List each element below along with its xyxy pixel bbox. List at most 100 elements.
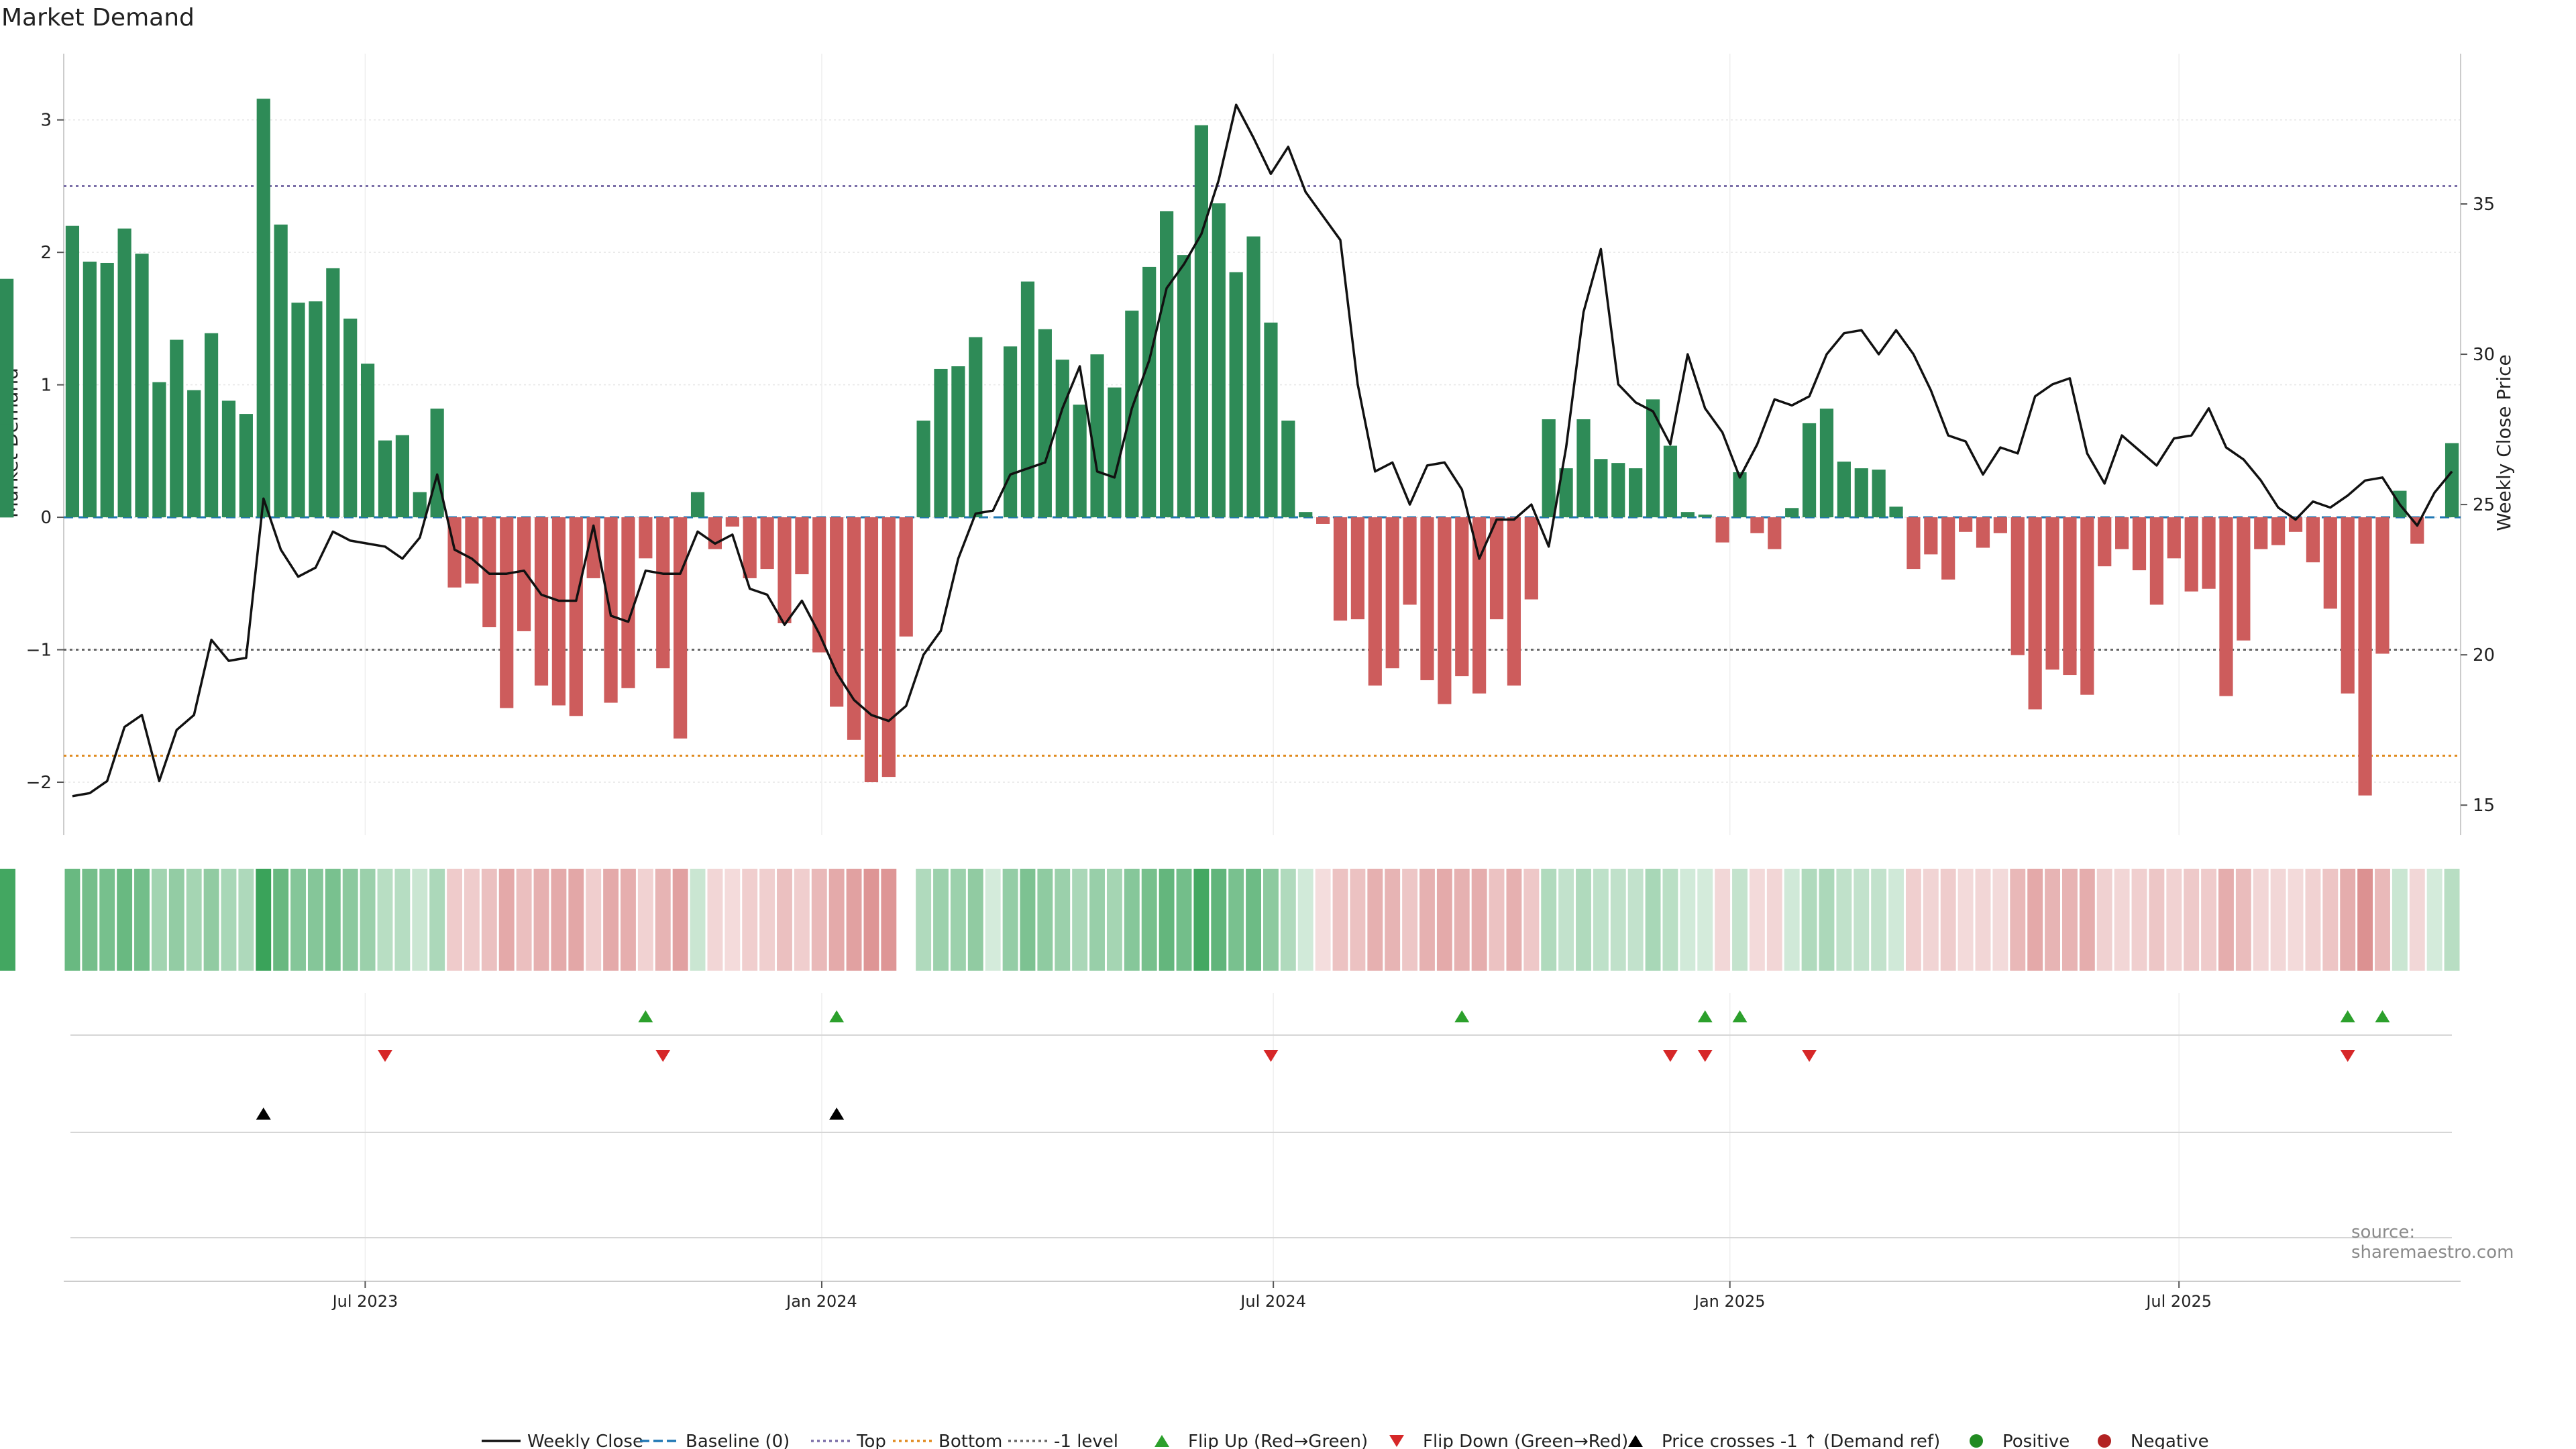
demand-bar	[2202, 517, 2216, 589]
heat-cell	[1975, 869, 1991, 971]
demand-bar	[1959, 517, 1973, 532]
heat-cell	[221, 869, 237, 971]
heat-cell	[1106, 869, 1122, 971]
demand-bar	[2184, 517, 2198, 592]
heat-cell	[1002, 869, 1018, 971]
demand-heat-strip	[0, 869, 2460, 971]
x-tick-label: Jul 2024	[1239, 1292, 1306, 1311]
demand-bar	[1385, 517, 1399, 669]
heat-cell	[742, 869, 758, 971]
demand-bar	[1611, 463, 1625, 518]
heat-cell	[1315, 869, 1331, 971]
heat-cell	[2392, 869, 2408, 971]
demand-bar	[2149, 517, 2163, 605]
x-axis-ticks: Jul 2023 Jan 2024 Jul 2024 Jan 2025 Jul 2025	[64, 1281, 2461, 1311]
heat-cell	[1992, 869, 2008, 971]
demand-bar	[1438, 517, 1452, 704]
heat-cell	[1732, 869, 1748, 971]
reference-lines	[64, 184, 2461, 757]
heat-cell	[985, 869, 1001, 971]
demand-bar	[1108, 387, 1122, 518]
heat-cell	[290, 869, 306, 971]
demand-bar	[1750, 517, 1764, 533]
heat-cell	[2096, 869, 2112, 971]
demand-bar	[343, 318, 358, 518]
heat-cell	[637, 869, 653, 971]
heat-cell	[516, 869, 532, 971]
heat-cell	[1159, 869, 1175, 971]
heat-cell	[1367, 869, 1383, 971]
demand-bar	[760, 517, 774, 570]
demand-bar	[2254, 517, 2268, 549]
heat-cell	[1124, 869, 1140, 971]
demand-bar	[830, 517, 844, 707]
demand-bar	[1350, 517, 1364, 620]
heat-cell	[2409, 869, 2425, 971]
heat-cell	[551, 869, 567, 971]
legend-swatch	[1628, 1435, 1643, 1447]
y-tick-label: 3	[40, 111, 52, 131]
heat-cell	[1332, 869, 1348, 971]
demand-bar	[1142, 266, 1157, 518]
heat-cell	[1193, 869, 1210, 971]
heat-cell	[360, 869, 376, 971]
demand-bar	[170, 339, 184, 518]
flip-up-marker	[2375, 1010, 2390, 1022]
heat-cell	[2131, 869, 2147, 971]
legend-label: Flip Down (Green→Red)	[1423, 1432, 1628, 1449]
demand-bar	[1542, 419, 1556, 518]
flip-down-marker	[2340, 1050, 2355, 1062]
demand-bar	[291, 303, 305, 518]
x-tick-label: Jan 2024	[785, 1292, 857, 1311]
demand-bar	[1403, 517, 1417, 605]
demand-bar	[1698, 515, 1712, 518]
heat-cell	[2218, 869, 2234, 971]
demand-bar	[2323, 517, 2337, 609]
heat-cell	[1228, 869, 1244, 971]
demand-bar	[812, 517, 826, 653]
flip-up-marker	[829, 1010, 845, 1022]
heat-cell	[1263, 869, 1279, 971]
heat-cell	[2166, 869, 2182, 971]
x-tick-label: Jan 2025	[1693, 1292, 1766, 1311]
demand-bar	[1507, 517, 1521, 686]
demand-bar	[1299, 512, 1313, 518]
demand-bar	[2271, 517, 2286, 545]
heat-cell	[2201, 869, 2217, 971]
demand-bar	[221, 400, 236, 518]
demand-bar	[2063, 517, 2077, 676]
heat-cell	[1680, 869, 1696, 971]
heat-cell	[2305, 869, 2321, 971]
heat-cell	[1072, 869, 1088, 971]
demand-bar	[2045, 517, 2059, 670]
heat-cell	[447, 869, 462, 971]
heat-cell	[1246, 869, 1261, 971]
flip-down-marker	[377, 1050, 392, 1062]
heat-cell	[1385, 869, 1401, 971]
demand-bar	[1073, 405, 1087, 518]
heat-cell	[1541, 869, 1557, 971]
demand-bar	[1194, 125, 1208, 518]
heat-cell	[2322, 869, 2339, 971]
heat-cell	[0, 869, 15, 971]
demand-bar	[1663, 445, 1678, 518]
demand-bar	[2028, 517, 2042, 710]
demand-bar	[2080, 517, 2094, 695]
demand-bar	[2358, 517, 2372, 796]
demand-bar	[500, 517, 514, 708]
demand-bar	[135, 254, 149, 518]
heat-cell	[64, 869, 80, 971]
heat-cell	[1506, 869, 1522, 971]
heat-cell	[1489, 869, 1505, 971]
heat-cell	[134, 869, 150, 971]
demand-bar	[899, 517, 913, 637]
demand-bar	[1715, 517, 1729, 543]
flip-up-marker	[2340, 1010, 2355, 1022]
heat-cell	[1454, 869, 1470, 971]
demand-bar	[551, 517, 566, 706]
demand-bar	[1907, 517, 1921, 570]
demand-bar	[1160, 211, 1174, 518]
heat-cell	[2010, 869, 2026, 971]
demand-bar	[309, 301, 323, 518]
heat-cell	[863, 869, 879, 971]
